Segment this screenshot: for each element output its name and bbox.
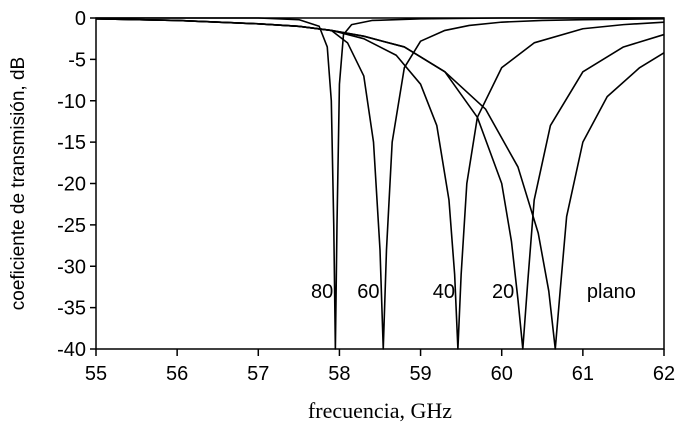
- series-label: 40: [433, 281, 455, 303]
- x-tick-label: 57: [247, 363, 269, 385]
- y-tick-label: -15: [57, 132, 86, 154]
- series-line-80: [96, 17, 664, 350]
- series-layer: [95, 17, 665, 350]
- annotation-layer: 80 60 40 20 plano: [311, 281, 636, 303]
- y-tick-label: -35: [57, 298, 86, 320]
- series-line-plano: [95, 18, 665, 350]
- y-tick-label: -40: [57, 339, 86, 361]
- y-axis-title: coeficiente de transmisión, dB: [8, 57, 29, 310]
- y-tick-label: -25: [57, 215, 86, 237]
- y-tick-label: -30: [57, 256, 86, 278]
- series-line-40: [95, 18, 665, 350]
- series-label: 60: [357, 281, 379, 303]
- series-label: 80: [311, 281, 333, 303]
- y-tick-label: 0: [75, 8, 86, 30]
- series-line-60: [95, 18, 665, 350]
- x-axis: 55 56 57 58 59 60 61 62: [85, 349, 675, 385]
- x-tick-label: 61: [572, 363, 594, 385]
- x-tick-label: 58: [328, 363, 350, 385]
- x-tick-label: 55: [85, 363, 107, 385]
- series-line-20: [95, 18, 665, 350]
- x-tick-label: 59: [409, 363, 431, 385]
- series-label: 20: [492, 281, 514, 303]
- series-label: plano: [587, 281, 636, 303]
- x-tick-label: 62: [653, 363, 675, 385]
- y-tick-label: -5: [68, 49, 86, 71]
- x-tick-label: 56: [166, 363, 188, 385]
- x-axis-title: frecuencia, GHz: [308, 398, 452, 423]
- y-axis: 0 -5 -10 -15 -20 -25 -30 -35 -40: [57, 8, 96, 361]
- plot-frame: [95, 17, 665, 350]
- y-tick-label: -20: [57, 174, 86, 196]
- x-tick-label: 60: [491, 363, 513, 385]
- plot-area: 55 56 57 58 59 60 61 62 0 -5 -10 -15 -20 -25 -30 -35 -4…: [57, 8, 675, 385]
- y-tick-label: -10: [57, 91, 86, 113]
